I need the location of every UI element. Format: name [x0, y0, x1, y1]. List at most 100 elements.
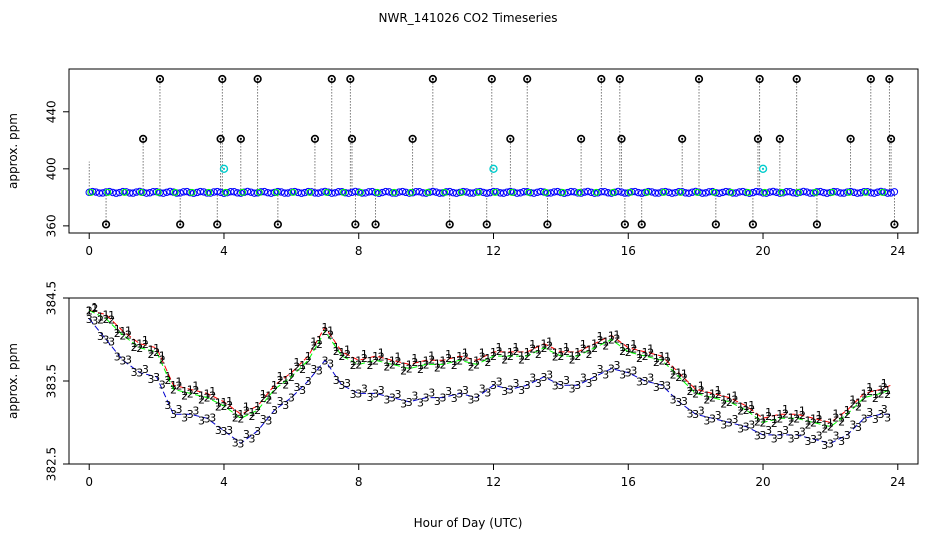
baseline-point [250, 189, 258, 197]
panel-2-ylabel: approx. ppm [6, 343, 20, 419]
series-1-marker: 1 [776, 408, 783, 421]
highlight-point [104, 188, 112, 196]
series-1-marker: 1 [91, 301, 98, 314]
baseline-point [648, 188, 656, 196]
series-1-marker: 1 [731, 389, 738, 402]
series-2-marker: 2 [884, 388, 891, 401]
series-1-marker: 1 [743, 400, 750, 413]
series-2-marker: 2 [187, 387, 194, 400]
series-3-marker: 3 [108, 335, 115, 348]
baseline-point [816, 187, 824, 196]
baseline-point [614, 187, 622, 196]
series-1-marker: 1 [687, 381, 694, 394]
series-2-marker: 2 [731, 394, 738, 407]
highlight-point [289, 188, 297, 196]
series-2-marker: 2 [389, 358, 396, 371]
baseline-point [840, 189, 848, 197]
series-2-marker: 2 [872, 392, 879, 405]
highlight-point [441, 188, 449, 196]
x-tick-label: 24 [890, 475, 905, 489]
highlight-point [222, 188, 230, 196]
series-3-marker: 3 [535, 377, 542, 390]
baseline-point [260, 187, 269, 196]
series-3-marker: 3 [737, 423, 744, 436]
series-2-marker: 2 [754, 416, 761, 429]
highlight-point [879, 188, 887, 196]
series-3-marker: 3 [305, 375, 312, 388]
series-3-marker: 3 [316, 364, 323, 377]
series-2-marker: 2 [866, 385, 873, 398]
series-2-marker: 2 [720, 398, 727, 411]
series-3-marker: 3 [254, 425, 261, 438]
series-3-marker: 3 [861, 412, 868, 425]
series-2-marker: 2 [507, 350, 514, 363]
y-tick-label: 360 [45, 214, 59, 237]
baseline-point [833, 188, 841, 196]
series-1-marker: 1 [243, 400, 250, 413]
series-1-marker: 1 [164, 370, 171, 383]
highlight-point [609, 188, 617, 196]
series-3-marker: 3 [681, 395, 688, 408]
series-3-marker: 3 [187, 408, 194, 421]
series-1-marker: 1 [793, 408, 800, 421]
outlier-point [597, 74, 606, 84]
series-1-marker: 1 [546, 335, 553, 348]
baseline-point [853, 189, 862, 197]
baseline-point [398, 187, 407, 196]
series-2-marker: 2 [400, 364, 407, 377]
series-1-marker: 1 [271, 379, 278, 392]
series-2-marker: 2 [541, 342, 548, 355]
baseline-point [267, 189, 275, 197]
baseline-point [280, 189, 289, 197]
series-2-marker: 2 [709, 392, 716, 405]
baseline-point [530, 189, 538, 197]
series-1-marker: 1 [574, 346, 581, 359]
series-2-marker: 2 [445, 352, 452, 365]
series-1-marker: 1 [782, 403, 789, 416]
x-tick-label: 12 [486, 244, 501, 258]
series-3-marker: 3 [355, 387, 362, 400]
series-3-marker: 3 [529, 371, 536, 384]
series-1-marker: 1 [288, 367, 295, 380]
series-1-marker: 1 [726, 392, 733, 405]
series-2-marker: 2 [793, 412, 800, 425]
series-3-marker: 3 [833, 430, 840, 443]
series-1-marker: 1 [524, 346, 531, 359]
outlier-point [792, 74, 801, 84]
series-2-marker: 2 [614, 333, 621, 346]
series-2-marker: 2 [546, 340, 553, 353]
series-2-marker: 2 [260, 392, 267, 405]
series-3-marker: 3 [439, 392, 446, 405]
series-1-marker: 1 [136, 338, 143, 351]
outlier-point [216, 134, 225, 143]
baseline-point [769, 187, 777, 196]
baseline-point [722, 187, 730, 196]
series-2-marker: 2 [333, 345, 340, 358]
baseline-point [668, 189, 676, 197]
baseline-point [429, 187, 437, 196]
series-2-marker: 2 [496, 345, 503, 358]
series-1-marker: 1 [473, 354, 480, 367]
series-2-marker: 2 [692, 387, 699, 400]
series-1-marker: 1 [512, 341, 519, 354]
outlier-point [482, 220, 491, 229]
highlight-point [87, 188, 95, 196]
baseline-point [129, 189, 137, 197]
series-1-marker: 1 [619, 341, 626, 354]
highlight-point [205, 188, 213, 196]
baseline-point [381, 187, 390, 196]
series-2-marker: 2 [737, 405, 744, 418]
highlight-point [862, 188, 870, 196]
series-1-marker: 1 [602, 335, 609, 348]
series-2-marker: 2 [642, 350, 649, 363]
series-1-marker: 1 [209, 385, 216, 398]
series-2-marker: 2 [136, 342, 143, 355]
series-3-marker: 3 [760, 429, 767, 442]
baseline-point [752, 187, 760, 196]
series-2-marker: 2 [434, 362, 441, 375]
series-3-marker: 3 [804, 435, 811, 448]
series-3-marker: 3 [114, 351, 121, 364]
series-3-marker: 3 [585, 377, 592, 390]
series-2-marker: 2 [265, 394, 272, 407]
x-tick-label: 0 [85, 475, 93, 489]
